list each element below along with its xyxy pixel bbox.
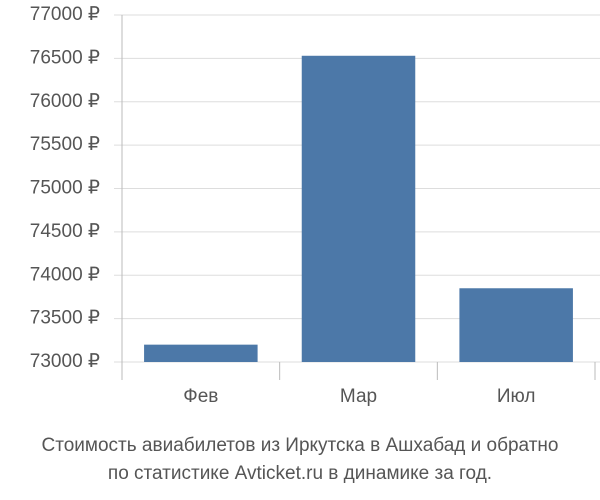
y-tick-label: 76500 ₽: [30, 47, 100, 68]
y-tick-label: 77000 ₽: [30, 4, 100, 25]
chart-title: Стоимость авиабилетов из Иркутска в Ашха…: [42, 435, 559, 456]
bar: [459, 288, 573, 362]
y-tick-label: 73000 ₽: [30, 351, 100, 372]
bar: [301, 55, 416, 363]
y-tick-label: 73500 ₽: [30, 308, 100, 329]
x-tick-label: Июл: [497, 386, 536, 407]
y-tick-label: 74000 ₽: [30, 264, 100, 285]
y-tick-label: 74500 ₽: [30, 221, 100, 242]
y-tick-label: 75000 ₽: [30, 178, 100, 199]
x-tick-label: Мар: [340, 386, 377, 407]
y-tick-label: 75500 ₽: [30, 134, 100, 155]
bar: [144, 344, 258, 362]
x-tick-label: Фев: [183, 386, 218, 407]
y-tick-label: 76000 ₽: [30, 91, 100, 112]
chart-title: по статистике Avticket.ru в динамике за …: [108, 463, 492, 484]
